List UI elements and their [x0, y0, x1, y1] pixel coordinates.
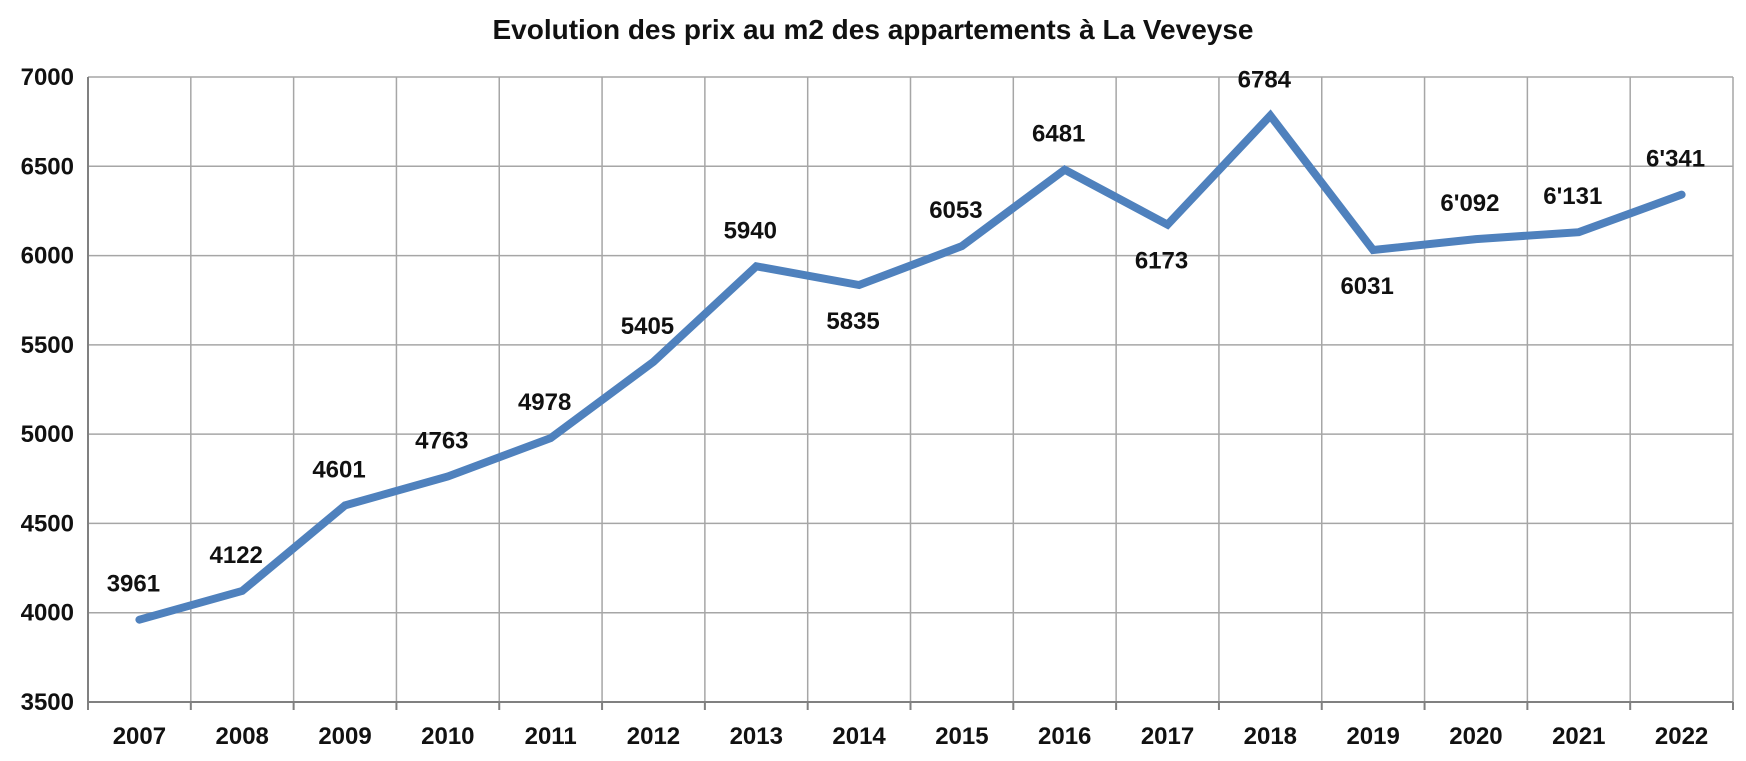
chart-title: Evolution des prix au m2 des appartement… — [492, 14, 1254, 45]
y-tick-label: 4500 — [21, 510, 74, 537]
data-point — [753, 263, 760, 270]
data-point — [547, 435, 554, 442]
data-point — [1472, 236, 1479, 243]
data-label: 3961 — [107, 571, 160, 598]
data-label: 6784 — [1238, 67, 1292, 94]
y-tick-label: 5500 — [21, 332, 74, 359]
y-tick-label: 6000 — [21, 243, 74, 270]
x-tick-label: 2018 — [1244, 723, 1297, 750]
x-tick-label: 2019 — [1346, 723, 1399, 750]
data-label: 4763 — [415, 427, 468, 454]
data-point — [1678, 191, 1685, 198]
x-tick-label: 2010 — [421, 723, 474, 750]
x-tick-label: 2021 — [1552, 723, 1605, 750]
x-tick-label: 2011 — [525, 723, 577, 750]
data-label: 6'341 — [1646, 146, 1705, 173]
x-tick-label: 2022 — [1655, 723, 1708, 750]
y-tick-label: 4000 — [21, 600, 74, 627]
data-point — [1267, 112, 1274, 119]
x-tick-label: 2014 — [832, 723, 886, 750]
y-tick-label: 7000 — [21, 64, 74, 91]
x-tick-label: 2008 — [216, 723, 269, 750]
data-point — [1370, 247, 1377, 254]
data-label: 6'092 — [1440, 190, 1499, 217]
data-point — [650, 358, 657, 365]
data-label: 6'131 — [1543, 183, 1602, 210]
data-label: 6053 — [929, 197, 982, 224]
data-label: 4978 — [518, 389, 571, 416]
x-tick-label: 2007 — [113, 723, 166, 750]
data-point — [1164, 221, 1171, 228]
x-tick-label: 2012 — [627, 723, 680, 750]
data-point — [1575, 229, 1582, 236]
data-point — [239, 587, 246, 594]
data-point — [342, 502, 349, 509]
data-point — [1061, 166, 1068, 173]
data-label: 5835 — [826, 308, 879, 335]
y-tick-label: 3500 — [21, 689, 74, 716]
series-line — [135, 109, 1686, 624]
x-tick-label: 2013 — [730, 723, 783, 750]
x-tick-label: 2009 — [318, 723, 371, 750]
data-label: 5940 — [724, 217, 777, 244]
x-tick-label: 2016 — [1038, 723, 1091, 750]
y-tick-label: 6500 — [21, 153, 74, 180]
x-tick-label: 2017 — [1141, 723, 1194, 750]
data-label: 6173 — [1135, 248, 1188, 275]
data-point — [444, 473, 451, 480]
data-point — [856, 282, 863, 289]
data-label: 6481 — [1032, 121, 1085, 148]
data-label: 4601 — [312, 456, 365, 483]
data-label: 4122 — [210, 542, 263, 569]
x-tick-label: 2015 — [935, 723, 988, 750]
data-label: 5405 — [621, 313, 674, 340]
data-point — [958, 243, 965, 250]
data-label: 6031 — [1340, 273, 1393, 300]
data-point — [136, 616, 143, 623]
y-tick-label: 5000 — [21, 421, 74, 448]
x-tick-label: 2020 — [1449, 723, 1502, 750]
